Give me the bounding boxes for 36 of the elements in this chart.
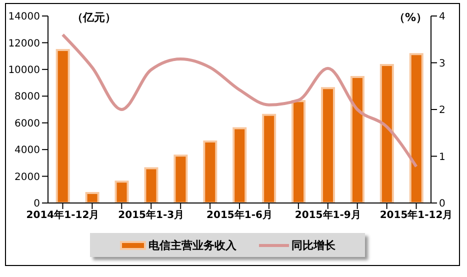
- legend-label: 电信主营业务收入: [148, 238, 236, 252]
- y-tick-label: 14000: [8, 12, 40, 23]
- y2-tick-label: 3: [439, 58, 446, 70]
- bar: [350, 76, 364, 203]
- bar: [380, 64, 394, 203]
- bar: [232, 127, 247, 203]
- x-tick-label: 2015年1-12月: [380, 209, 453, 222]
- line-series: [61, 33, 418, 168]
- x-tick-label: 2015年1-6月: [206, 209, 272, 222]
- y2-tick-label: 2: [439, 105, 446, 116]
- bar: [292, 100, 306, 203]
- bar: [144, 167, 158, 203]
- y-tick-label: 2000: [14, 172, 40, 183]
- y-tick-label: 0: [34, 198, 40, 210]
- y-tick-label: 8000: [14, 92, 40, 103]
- x-tick-label: 2015年1-9月: [294, 209, 361, 222]
- y-tick-label: 12000: [8, 38, 40, 50]
- bar: [320, 87, 335, 203]
- x-tick-label: 2015年1-3月: [118, 209, 184, 222]
- x-tick-label: 2014年1-12月: [26, 209, 100, 222]
- y-tick-label: 10000: [8, 64, 40, 76]
- bar: [409, 53, 424, 203]
- bar: [262, 114, 276, 203]
- y2-tick-label: 1: [439, 152, 446, 163]
- bar: [85, 192, 100, 203]
- bar: [114, 180, 129, 203]
- y2-tick-label: 0: [439, 198, 446, 210]
- y2-tick-label: 4: [439, 12, 446, 23]
- bar: [174, 154, 188, 203]
- y-tick-label: 4000: [14, 145, 40, 156]
- y2-axis-title: （%）: [394, 10, 427, 25]
- y-axis-title: （亿元）: [72, 10, 116, 25]
- bar: [203, 140, 218, 203]
- y-tick-label: 6000: [14, 118, 40, 130]
- legend-label: 同比增长: [292, 238, 336, 252]
- bar: [56, 49, 70, 203]
